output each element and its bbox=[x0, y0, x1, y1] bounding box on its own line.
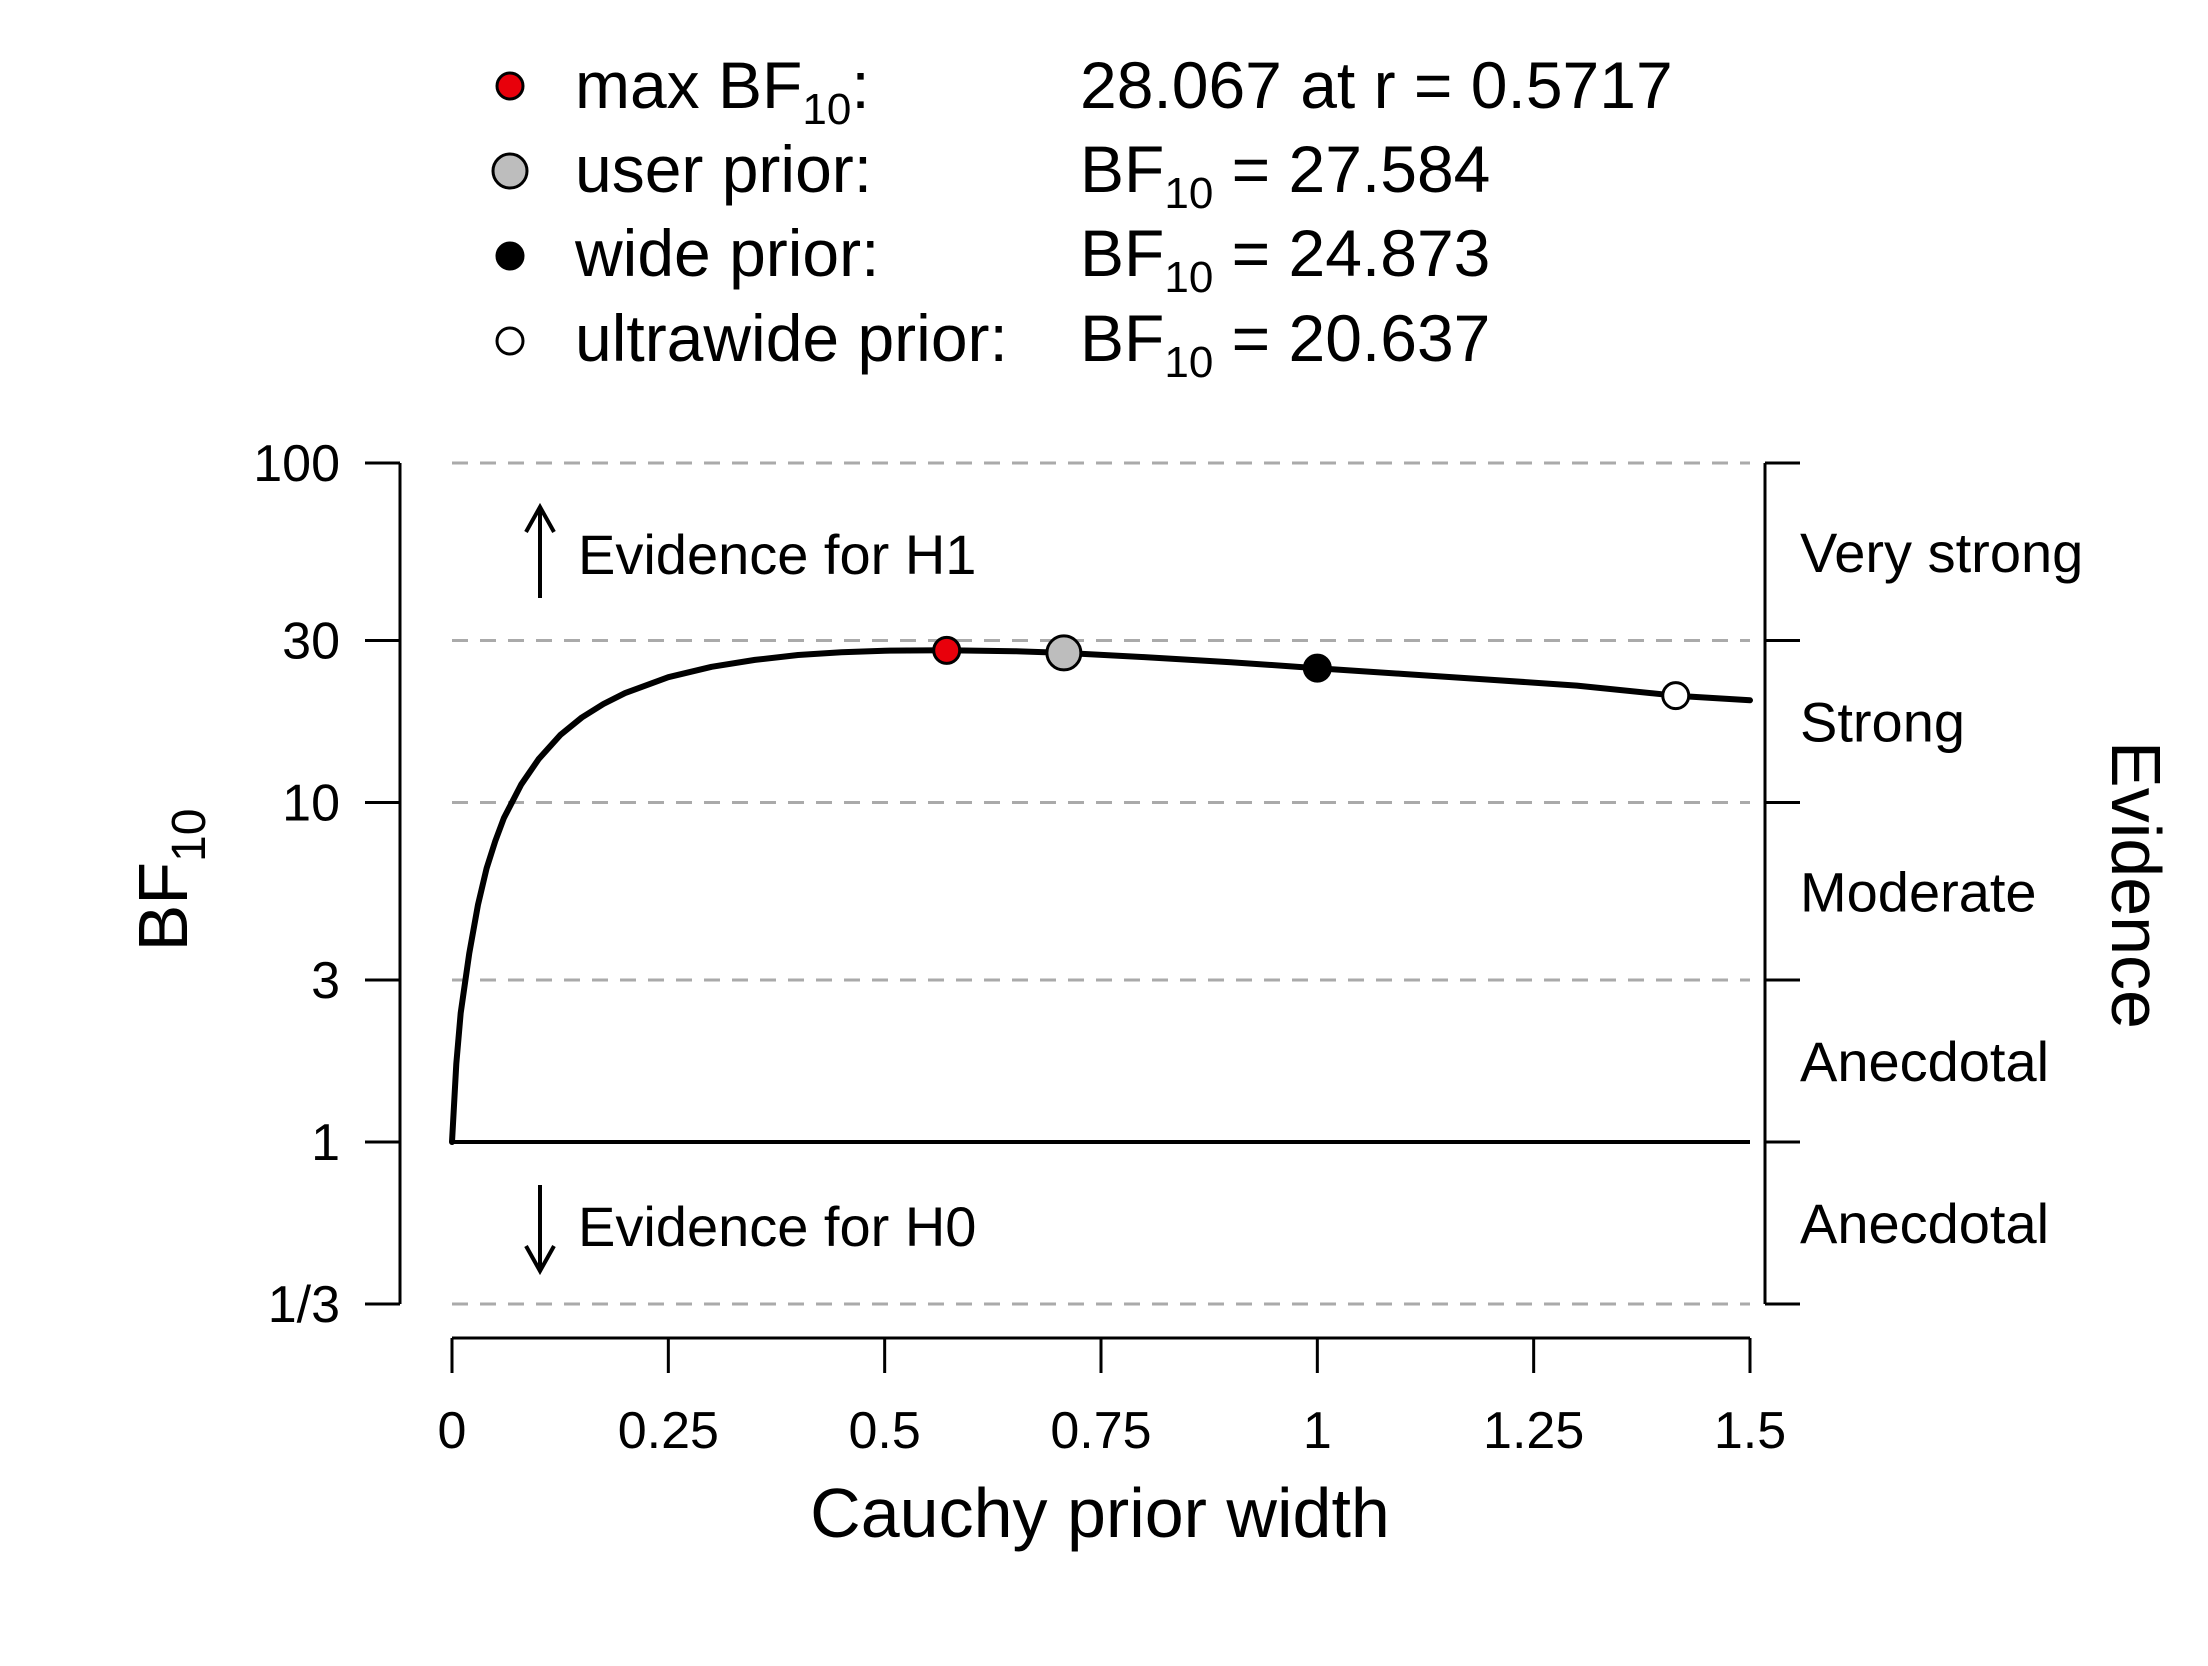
point-user-prior bbox=[1045, 634, 1083, 672]
gridlines bbox=[452, 461, 1750, 1306]
legend: max BF10: 28.067 at r = 0.5717 user prio… bbox=[491, 48, 1673, 387]
y-tick-label: 100 bbox=[253, 435, 340, 493]
legend-label-max: max BF10: bbox=[575, 48, 870, 134]
x-axis-ticks: 0 0.25 0.5 0.75 1 1.25 1.5 bbox=[438, 1338, 1786, 1460]
evidence-band-label: Strong bbox=[1800, 691, 1965, 754]
y-tick-label: 1 bbox=[311, 1114, 340, 1172]
legend-value-user: BF10 = 27.584 bbox=[1080, 132, 1490, 218]
legend-label-ultrawide: ultrawide prior: bbox=[575, 301, 1008, 375]
legend-marker-user bbox=[491, 152, 529, 190]
series bbox=[449, 647, 1753, 1145]
annotation-h0: Evidence for H0 bbox=[524, 1185, 976, 1276]
x-tick-label: 1 bbox=[1303, 1402, 1332, 1460]
legend-value-ultrawide: BF10 = 20.637 bbox=[1080, 301, 1490, 387]
legend-marker-max bbox=[495, 71, 525, 101]
evidence-band-label: Anecdotal bbox=[1800, 1192, 2049, 1255]
legend-label-wide: wide prior: bbox=[574, 216, 879, 290]
legend-value-wide: BF10 = 24.873 bbox=[1080, 216, 1490, 302]
y-axis-title: BF10 bbox=[124, 809, 216, 952]
point-ultrawide-prior bbox=[1661, 681, 1691, 711]
legend-entry-user: user prior: BF10 = 27.584 bbox=[491, 132, 1490, 218]
arrow-down-head bbox=[524, 1245, 556, 1276]
x-tick-label: 0.75 bbox=[1050, 1402, 1151, 1460]
y-tick-label: 30 bbox=[282, 613, 340, 671]
point-max-BF bbox=[932, 635, 962, 665]
bf-curve-line bbox=[449, 647, 1753, 1145]
y-tick-label: 10 bbox=[282, 775, 340, 833]
x-tick-label: 1.5 bbox=[1714, 1402, 1786, 1460]
x-tick-label: 0 bbox=[438, 1402, 467, 1460]
points bbox=[932, 634, 1691, 711]
x-axis-title: Cauchy prior width bbox=[810, 1474, 1390, 1552]
y-tick-label: 1/3 bbox=[268, 1276, 340, 1334]
right-axis-title: Evidence bbox=[2097, 741, 2175, 1029]
annotation-h0-text: Evidence for H0 bbox=[578, 1195, 976, 1258]
x-tick-label: 1.25 bbox=[1483, 1402, 1584, 1460]
annotation-h1: Evidence for H1 bbox=[524, 502, 976, 598]
y-axis-ticks: 1/3 1 3 10 30 100 bbox=[253, 435, 1800, 1334]
legend-label-user: user prior: bbox=[575, 132, 872, 206]
evidence-band-label: Moderate bbox=[1800, 860, 2037, 923]
evidence-band-label: Very strong bbox=[1800, 521, 2083, 584]
legend-marker-wide bbox=[495, 241, 525, 271]
point-wide-prior bbox=[1302, 653, 1332, 683]
evidence-bands: Very strong Strong Moderate Anecdotal Anecdo… bbox=[1800, 521, 2083, 1255]
x-tick-label: 0.5 bbox=[849, 1402, 921, 1460]
legend-entry-ultrawide: ultrawide prior: BF10 = 20.637 bbox=[495, 301, 1490, 387]
arrow-up-head bbox=[524, 502, 556, 533]
x-tick-label: 0.25 bbox=[618, 1402, 719, 1460]
legend-entry-max: max BF10: 28.067 at r = 0.5717 bbox=[495, 48, 1673, 134]
y-tick-label: 3 bbox=[311, 952, 340, 1010]
legend-entry-wide: wide prior: BF10 = 24.873 bbox=[495, 216, 1490, 302]
evidence-band-label: Anecdotal bbox=[1800, 1030, 2049, 1093]
legend-marker-ultrawide bbox=[495, 326, 525, 356]
legend-value-max: 28.067 at r = 0.5717 bbox=[1080, 48, 1673, 122]
annotation-h1-text: Evidence for H1 bbox=[578, 523, 976, 586]
